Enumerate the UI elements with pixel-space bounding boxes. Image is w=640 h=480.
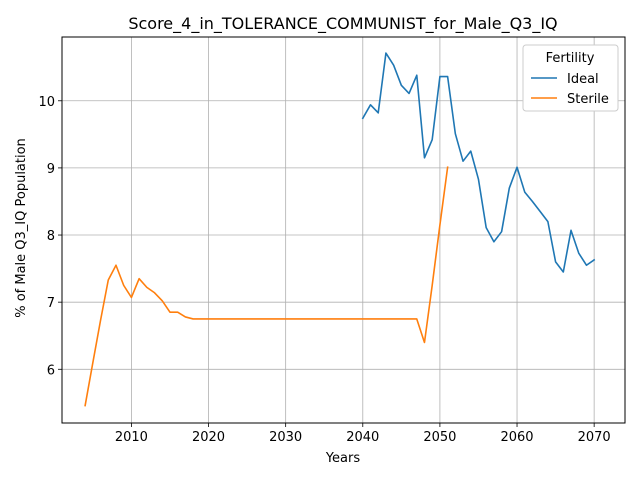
x-tick-label: 2050: [423, 430, 456, 445]
axis-ticks: 2010 2020 2030 2040 2050 2060 2070 6 7 8 9 10: [38, 95, 610, 445]
y-tick-label: 6: [47, 363, 55, 378]
grid-lines: [62, 37, 625, 423]
y-axis-label: % of Male Q3_IQ Population: [14, 138, 29, 318]
y-tick-label: 8: [47, 229, 55, 244]
series-line-ideal: [361, 52, 596, 273]
series-lines: [84, 52, 596, 407]
x-tick-label: 2070: [578, 430, 611, 445]
legend-title: Fertility: [546, 51, 595, 66]
x-tick-label: 2040: [346, 430, 379, 445]
y-tick-label: 10: [38, 95, 55, 110]
plot-frame: [61, 36, 626, 424]
y-tick-label: 7: [47, 296, 55, 311]
x-tick-label: 2030: [269, 430, 302, 445]
x-axis-label: Years: [325, 451, 361, 466]
y-tick-label: 9: [47, 162, 55, 177]
chart-title: Score_4_in_TOLERANCE_COMMUNIST_for_Male_…: [128, 14, 557, 34]
x-tick-label: 2060: [500, 430, 533, 445]
x-tick-label: 2020: [192, 430, 225, 445]
series-line-sterile: [84, 166, 449, 407]
x-tick-label: 2010: [115, 430, 148, 445]
legend-label-ideal: Ideal: [567, 72, 599, 87]
legend: Fertility Ideal Sterile: [522, 44, 619, 112]
legend-label-sterile: Sterile: [567, 92, 609, 107]
legend-box: [522, 44, 619, 112]
